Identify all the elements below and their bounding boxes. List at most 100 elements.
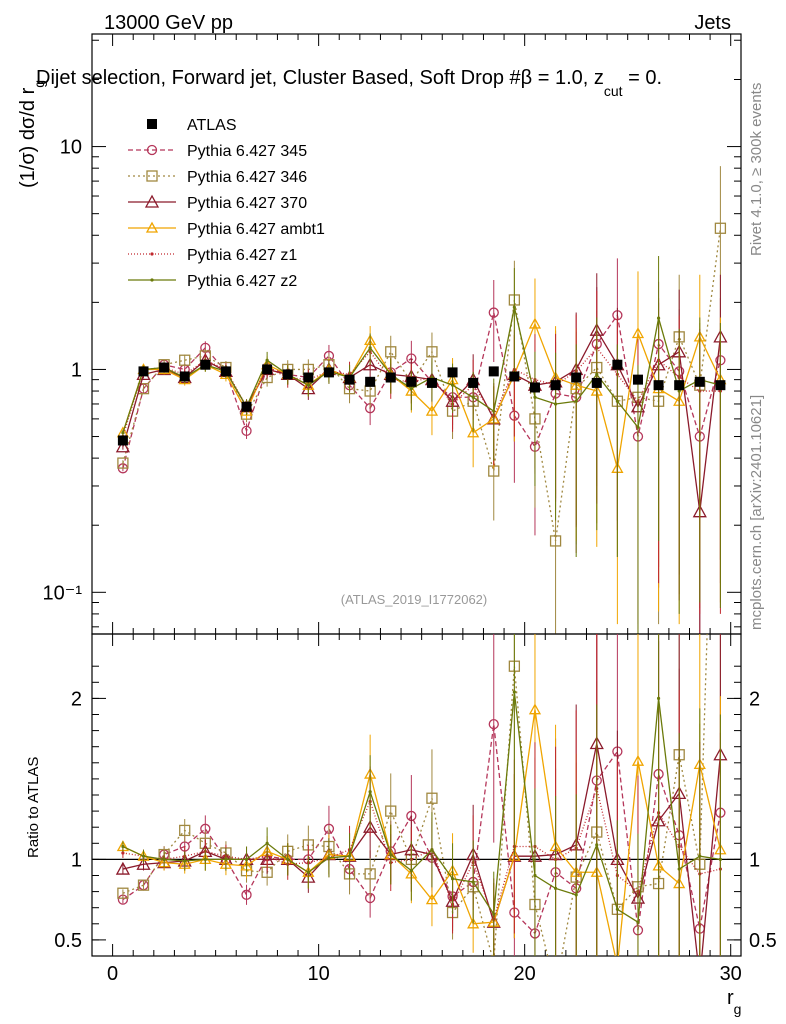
ratio-series-point <box>595 843 599 847</box>
atlas-data-point <box>694 376 705 387</box>
series-point <box>385 346 397 358</box>
series-point <box>471 395 475 399</box>
ratio-series-point <box>426 792 438 804</box>
ratio-series-line <box>122 786 721 922</box>
legend-entry: Pythia 6.427 345 <box>128 143 307 160</box>
x-tick-label: 20 <box>514 963 536 985</box>
ratio-series-point <box>615 907 619 911</box>
reference-series <box>117 359 726 446</box>
atlas-data-point <box>159 362 170 373</box>
atlas-data-point <box>241 401 252 412</box>
ratio-series-point <box>265 841 269 845</box>
ratio-series-point <box>286 857 290 862</box>
atlas-data-point <box>715 380 726 391</box>
ratio-series-point <box>327 856 331 860</box>
ratio-y-tick-label: 0.5 <box>54 930 82 952</box>
ratio-series-point <box>551 983 561 993</box>
atlas-data-point <box>571 372 582 383</box>
ratio-series-point <box>492 912 496 916</box>
atlas-data-point <box>220 366 231 377</box>
ratio-y-tick-label-right: 2 <box>749 688 760 710</box>
ratio-series-point <box>718 857 722 862</box>
atlas-data-point <box>323 367 334 378</box>
y-tick-label: 10 <box>60 137 82 159</box>
atlas-data-point <box>468 377 479 388</box>
ratio-series-point <box>533 873 537 878</box>
series-3 <box>116 271 727 625</box>
ratio-series-point <box>467 917 480 929</box>
ratio-series-point <box>162 857 166 862</box>
rivet-version-label: Rivet 4.1.0, ≥ 300k events <box>748 83 765 256</box>
legend-entry: Pythia 6.427 z2 <box>128 273 297 290</box>
ratio-y-tick-label: 1 <box>71 849 82 871</box>
ratio-series-line <box>122 724 722 935</box>
ratio-series-point <box>241 889 252 900</box>
atlas-data-point <box>282 369 293 380</box>
atlas-data-point <box>674 380 685 391</box>
x-tick-label: 10 <box>308 963 330 985</box>
main-y-axis-label-main: (1/σ) dσ/d r <box>17 87 39 188</box>
series-point <box>615 399 619 403</box>
series-point <box>553 402 558 406</box>
legend-entry: Pythia 6.427 346 <box>128 169 307 186</box>
atlas-data-point <box>591 377 602 388</box>
ratio-y-tick-label-right: 1 <box>749 849 760 871</box>
series-point <box>265 358 269 362</box>
ratio-series-point <box>694 973 706 984</box>
main-y-axis-label-sub: g <box>31 80 47 88</box>
series-point <box>714 222 727 234</box>
ratio-series-point <box>471 880 475 884</box>
atlas-data-point <box>200 359 211 370</box>
ratio-series-point <box>179 824 191 837</box>
series-point <box>636 425 640 429</box>
plot-title-sub: cut <box>604 83 623 99</box>
series-point <box>656 316 661 320</box>
ratio-series-point <box>574 893 578 897</box>
series-point <box>425 404 439 416</box>
main-y-axis-label: (1/σ) dσ/d rg <box>17 80 47 188</box>
atlas-data-point <box>632 374 643 385</box>
series-point <box>137 382 150 395</box>
x-tick-label: 30 <box>720 963 742 985</box>
legend-label: Pythia 6.427 346 <box>187 169 307 186</box>
y-tick-label: 1 <box>71 359 82 381</box>
legend-marker <box>145 221 159 233</box>
atlas-data-point <box>426 377 437 388</box>
ratio-series-point <box>698 854 702 858</box>
x-axis-label-main: r <box>727 987 734 1009</box>
series-point <box>595 372 599 377</box>
series-line <box>122 312 722 469</box>
atlas-data-point <box>365 376 376 387</box>
atlas-data-point <box>303 372 314 383</box>
legend-label: ATLAS <box>187 117 237 134</box>
series-point <box>409 387 413 391</box>
series-point <box>179 354 191 366</box>
legend-marker <box>146 144 158 156</box>
ratio-series-point <box>677 867 681 871</box>
ratio-series-2 <box>115 634 728 984</box>
ratio-series-point <box>224 857 228 862</box>
ratio-series-line <box>122 691 721 924</box>
ratio-series-point <box>512 690 516 694</box>
series-line <box>122 328 722 512</box>
legend-entry: Pythia 6.427 ambt1 <box>128 221 325 238</box>
series-point <box>549 535 562 547</box>
series-4 <box>121 290 722 625</box>
ratio-series-point <box>347 854 352 858</box>
atlas-data-point <box>529 382 540 393</box>
legend-label: Pythia 6.427 ambt1 <box>187 221 325 238</box>
ratio-series-point <box>244 857 249 862</box>
series-point <box>115 439 130 453</box>
plot-title: Dijet selection, Forward jet, Cluster Ba… <box>36 67 662 99</box>
atlas-data-point <box>262 364 273 375</box>
ratio-frame <box>91 633 742 957</box>
mcplots-reference-label: mcplots.cern.ch [arXiv:2401.10621] <box>748 395 765 630</box>
ratio-series-point <box>656 696 661 701</box>
atlas-data-point <box>509 371 520 382</box>
ratio-series-5 <box>121 634 722 956</box>
atlas-data-point <box>612 359 623 370</box>
ratio-series-point <box>141 854 146 858</box>
ratio-series-point <box>425 893 439 905</box>
ratio-series-4 <box>121 634 722 956</box>
